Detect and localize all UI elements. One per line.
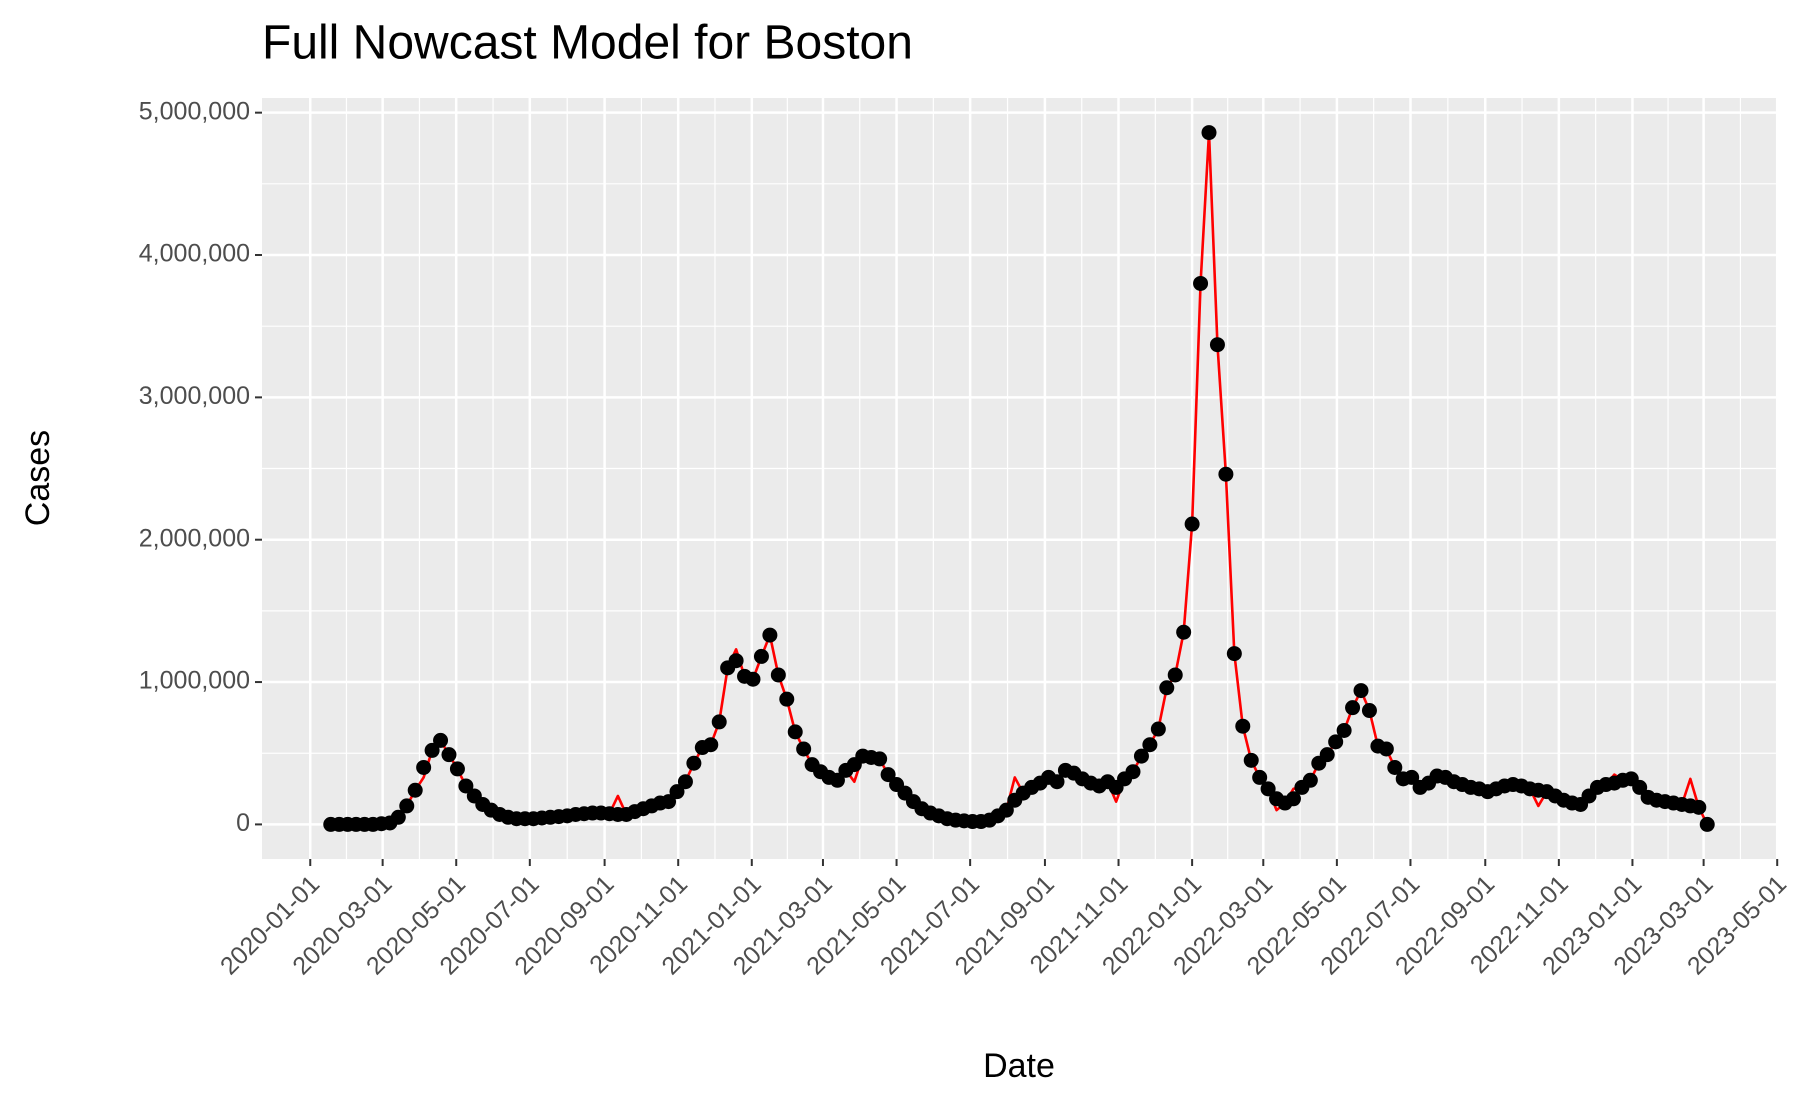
data-point (1319, 747, 1335, 763)
data-point (762, 627, 778, 643)
data-point (770, 667, 786, 683)
data-point (1632, 779, 1648, 795)
y-tick-label: 0 (236, 809, 250, 837)
y-tick-label: 4,000,000 (139, 240, 250, 268)
data-point (458, 778, 474, 794)
data-point (703, 737, 719, 753)
data-point (1353, 683, 1369, 699)
data-point (669, 784, 685, 800)
x-axis-title: Date (983, 1047, 1055, 1085)
data-point (1387, 759, 1403, 775)
data-point (1184, 516, 1200, 532)
data-point (1252, 769, 1268, 785)
data-point (1235, 718, 1251, 734)
data-point (880, 767, 896, 783)
data-point (1201, 125, 1217, 141)
data-point (872, 751, 888, 767)
data-point (998, 802, 1014, 818)
chart-title: Full Nowcast Model for Boston (262, 17, 913, 70)
data-point (416, 759, 432, 775)
data-point (1049, 774, 1065, 790)
data-point (1176, 624, 1192, 640)
y-tick-label: 1,000,000 (139, 667, 250, 695)
data-point (1150, 721, 1166, 737)
data-point (407, 782, 423, 798)
data-point (728, 653, 744, 669)
data-point (1260, 781, 1276, 797)
data-point (1226, 646, 1242, 662)
data-point (449, 761, 465, 777)
data-point (1691, 799, 1707, 815)
data-point (1404, 769, 1420, 785)
data-point (424, 742, 440, 758)
data-point (661, 794, 677, 810)
data-point (399, 798, 415, 814)
data-point (433, 732, 449, 748)
data-point (1345, 700, 1361, 716)
data-point (1142, 737, 1158, 753)
data-point (677, 774, 693, 790)
data-point (1133, 748, 1149, 764)
data-point (1699, 816, 1715, 832)
data-point (1159, 680, 1175, 696)
data-point (745, 671, 761, 687)
data-point (796, 741, 812, 757)
data-point (779, 691, 795, 707)
y-axis-title: Cases (19, 430, 57, 526)
plot-panel (262, 98, 1776, 859)
data-point (787, 724, 803, 740)
data-point (1302, 772, 1318, 788)
data-point (1209, 337, 1225, 353)
y-tick-label: 5,000,000 (139, 97, 250, 125)
data-point (711, 714, 727, 730)
data-point (829, 772, 845, 788)
data-point (390, 809, 406, 825)
data-point (441, 747, 457, 763)
data-point (1285, 791, 1301, 807)
data-point (1193, 275, 1209, 291)
data-point (1336, 722, 1352, 738)
data-point (1328, 734, 1344, 750)
y-tick-label: 2,000,000 (139, 524, 250, 552)
data-point (1378, 741, 1394, 757)
data-point (1361, 703, 1377, 719)
data-point (1125, 764, 1141, 780)
data-point (1167, 667, 1183, 683)
data-point (753, 648, 769, 664)
data-point (686, 755, 702, 771)
data-point (1218, 466, 1234, 482)
data-point (1243, 752, 1259, 768)
y-tick-label: 3,000,000 (139, 382, 250, 410)
